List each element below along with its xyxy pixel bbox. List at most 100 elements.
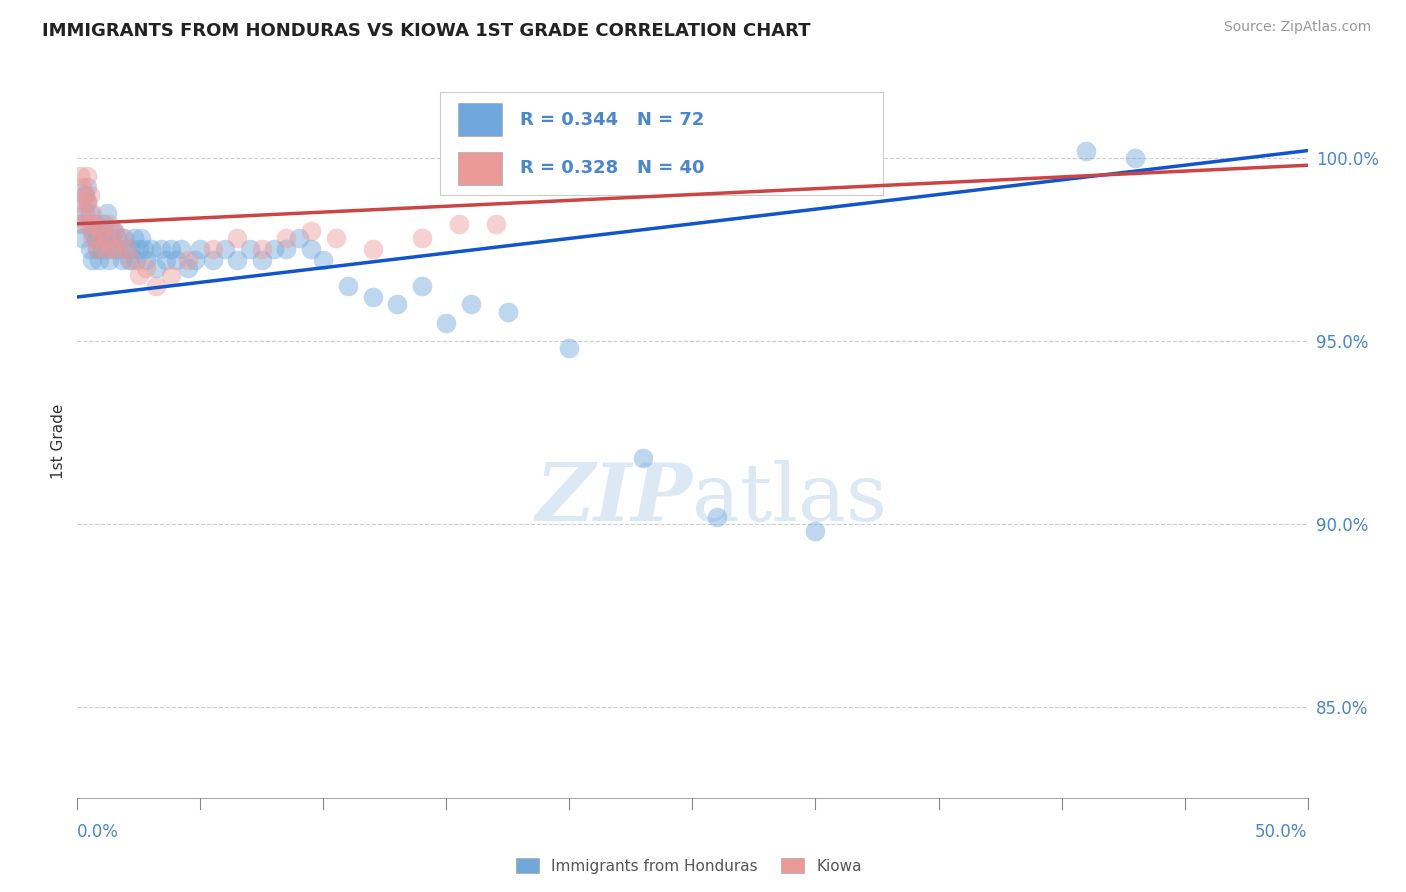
Point <box>633 450 655 465</box>
Point <box>86 224 108 238</box>
Point <box>69 169 91 184</box>
Point <box>1125 151 1147 165</box>
Point <box>496 304 519 318</box>
Point <box>447 217 470 231</box>
Point <box>325 231 347 245</box>
Point <box>250 253 273 268</box>
Point <box>250 243 273 257</box>
Point <box>214 243 236 257</box>
Point <box>276 243 298 257</box>
Point <box>1076 144 1098 158</box>
Legend: Immigrants from Honduras, Kiowa: Immigrants from Honduras, Kiowa <box>510 852 868 880</box>
Point <box>299 224 322 238</box>
Text: 0.0%: 0.0% <box>77 822 120 840</box>
Point <box>103 243 125 257</box>
Point <box>115 243 138 257</box>
Point <box>361 243 384 257</box>
Point <box>160 268 183 282</box>
Point <box>98 217 121 231</box>
Point <box>73 206 96 220</box>
Point <box>90 243 114 257</box>
Point <box>98 253 121 268</box>
Point <box>165 253 187 268</box>
Point <box>135 253 157 268</box>
Text: ZIP: ZIP <box>536 460 693 537</box>
Point <box>83 217 105 231</box>
Point <box>485 217 508 231</box>
Point <box>69 194 91 209</box>
Point <box>129 231 153 245</box>
Point <box>90 224 114 238</box>
Point <box>111 253 132 268</box>
Point <box>82 253 104 268</box>
Point <box>288 231 311 245</box>
Point <box>337 279 360 293</box>
Point <box>184 253 207 268</box>
Point <box>201 253 224 268</box>
Point <box>299 243 322 257</box>
Point <box>79 187 101 202</box>
Point <box>118 253 141 268</box>
Point <box>145 260 167 275</box>
Point <box>125 253 148 268</box>
Point <box>86 243 108 257</box>
Y-axis label: 1st Grade: 1st Grade <box>51 404 66 479</box>
Point <box>145 279 167 293</box>
Point <box>312 253 335 268</box>
Point <box>121 243 143 257</box>
Point <box>70 206 93 220</box>
Point <box>82 224 104 238</box>
Point <box>188 243 212 257</box>
Point <box>132 243 155 257</box>
Point <box>93 231 115 245</box>
Point <box>76 169 98 184</box>
Text: IMMIGRANTS FROM HONDURAS VS KIOWA 1ST GRADE CORRELATION CHART: IMMIGRANTS FROM HONDURAS VS KIOWA 1ST GR… <box>42 22 811 40</box>
Point <box>83 231 105 245</box>
Point <box>90 224 114 238</box>
Point <box>69 217 91 231</box>
Point <box>135 260 157 275</box>
Point <box>361 290 384 304</box>
Point <box>105 231 128 245</box>
Point <box>141 243 163 257</box>
Point <box>436 316 458 330</box>
Point <box>103 224 125 238</box>
Point <box>76 194 98 209</box>
Point <box>111 231 132 245</box>
Point <box>160 243 183 257</box>
Point <box>89 231 111 245</box>
Point <box>177 260 200 275</box>
Point <box>76 180 98 194</box>
Point <box>89 231 111 245</box>
Point <box>96 231 118 245</box>
Point <box>101 243 124 257</box>
Point <box>79 217 101 231</box>
Text: atlas: atlas <box>693 459 887 538</box>
Point <box>93 243 115 257</box>
Point <box>82 206 104 220</box>
Point <box>105 243 128 257</box>
Point <box>558 341 581 355</box>
Point <box>82 231 104 245</box>
Point <box>112 231 135 245</box>
Point <box>115 243 138 257</box>
Point <box>226 231 249 245</box>
Point <box>76 194 98 209</box>
Point <box>411 231 433 245</box>
Point <box>385 297 409 311</box>
Point <box>460 297 482 311</box>
Point <box>83 217 105 231</box>
Point <box>79 243 101 257</box>
Point <box>706 509 728 524</box>
Point <box>89 253 111 268</box>
Point <box>121 253 143 268</box>
Text: Source: ZipAtlas.com: Source: ZipAtlas.com <box>1223 20 1371 34</box>
Point <box>73 217 96 231</box>
Point <box>411 279 433 293</box>
Point <box>226 253 249 268</box>
Point <box>122 231 145 245</box>
Point <box>108 243 131 257</box>
Point <box>128 243 150 257</box>
Point <box>79 206 101 220</box>
Point <box>96 206 118 220</box>
